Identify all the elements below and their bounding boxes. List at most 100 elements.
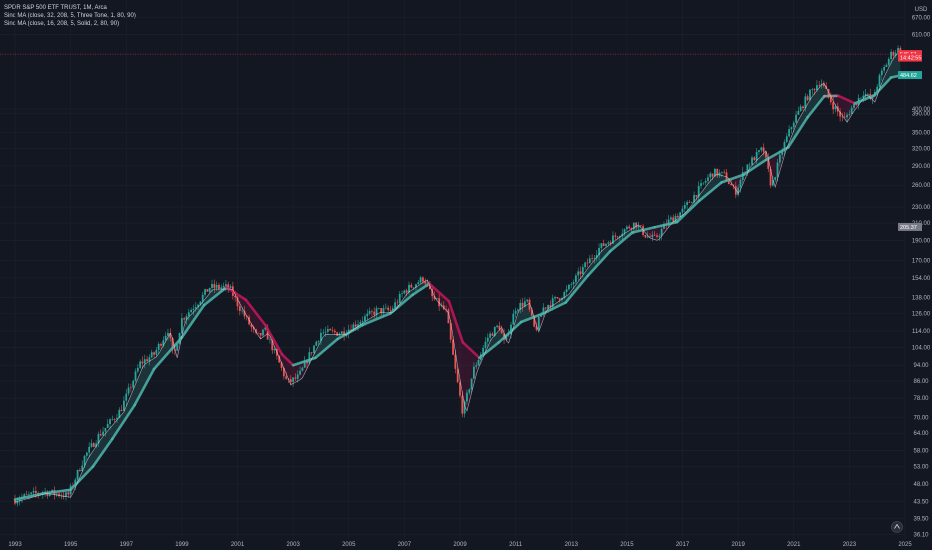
candle-body	[401, 293, 403, 295]
candle-body	[584, 262, 587, 268]
ma-band-segment	[253, 310, 257, 332]
y-tick-label: 230.00	[912, 205, 931, 211]
candle-body	[530, 309, 533, 316]
candle-body	[125, 393, 128, 401]
candle-body	[227, 284, 230, 288]
candle-body	[32, 490, 35, 493]
candle-body	[727, 181, 730, 184]
candle-body	[846, 114, 848, 118]
candle-body	[486, 337, 489, 342]
y-tick-label: 114.00	[912, 329, 931, 335]
candle-body	[148, 357, 151, 362]
candle-body	[204, 289, 206, 295]
candle-body	[797, 110, 800, 115]
candle-body	[785, 136, 788, 143]
candle-body	[593, 257, 596, 259]
candle-body	[579, 271, 582, 275]
candle-body	[637, 225, 640, 228]
x-tick-label: 2009	[453, 542, 467, 548]
candle-body	[674, 215, 677, 222]
candle-body	[832, 102, 835, 110]
x-tick-label: 2021	[787, 542, 801, 548]
x-tick-label: 2023	[843, 542, 857, 548]
candle-body	[306, 361, 308, 364]
candle-body	[811, 89, 814, 90]
ma-band-segment	[140, 367, 143, 395]
ma-slow-segment	[428, 282, 451, 303]
legend-symbol: SPDR S&P 500 ETF TRUST, 1M, Arca	[4, 5, 107, 11]
candle-body	[377, 307, 380, 309]
candle-body	[146, 359, 149, 362]
ma-band-segment	[457, 327, 460, 380]
ma-band-segment	[833, 95, 836, 106]
ma-band-segment	[295, 363, 298, 383]
ma-band-segment	[327, 334, 331, 348]
ma-band-segment	[888, 62, 892, 80]
ma-band-segment	[816, 87, 820, 106]
candle-body	[180, 318, 183, 333]
candle-body	[394, 302, 397, 309]
candle-body	[878, 75, 881, 87]
candle-body	[646, 236, 649, 238]
candle-body	[542, 307, 545, 315]
tradingview-logo[interactable]	[891, 521, 903, 533]
candle-body	[375, 308, 378, 315]
candle-body	[653, 234, 656, 236]
candle-body	[533, 315, 536, 327]
ma-band-segment	[96, 442, 99, 462]
y-tick-label: 58.00	[913, 449, 929, 455]
candle-body	[704, 180, 707, 183]
candle-body	[595, 255, 598, 258]
candle-body	[829, 96, 832, 103]
ma-slow-segment	[853, 94, 876, 105]
candle-body	[762, 147, 765, 152]
x-tick-label: 2001	[231, 542, 245, 548]
candle-body	[788, 129, 791, 137]
candle-body	[632, 222, 635, 230]
x-tick-label: 2011	[509, 542, 523, 548]
candle-body	[867, 93, 869, 95]
candle-body	[127, 387, 130, 394]
ma-band-segment	[133, 384, 136, 408]
candle-body	[197, 304, 199, 307]
y-tick-label: 126.00	[912, 311, 931, 317]
ma-band-segment	[165, 337, 168, 356]
price-tag-ma-value: 484.62	[898, 71, 922, 80]
ma-band-segment	[441, 294, 444, 308]
candle-body	[463, 401, 466, 414]
candle-body	[681, 208, 684, 213]
candle-body	[843, 116, 846, 118]
candle-body	[839, 111, 842, 117]
ma-band-segment	[497, 329, 500, 344]
candle-body	[519, 302, 522, 310]
candle-body	[215, 284, 218, 288]
ma-band-segment	[137, 373, 141, 400]
y-tick-label: 154.00	[912, 276, 931, 282]
candle-body	[774, 177, 777, 180]
candle-body	[880, 70, 883, 76]
candle-body	[568, 284, 570, 290]
candle-body	[639, 225, 642, 227]
candle-body	[88, 446, 91, 453]
x-tick-label: 1997	[120, 542, 134, 548]
ma-band-segment	[807, 99, 810, 118]
candle-body	[361, 321, 364, 323]
candle-body	[470, 378, 473, 390]
candle-body	[855, 103, 858, 105]
candle-body	[303, 361, 306, 368]
candle-body	[123, 400, 125, 411]
candle-body	[136, 367, 139, 372]
candle-body	[649, 236, 651, 238]
candle-body	[781, 151, 784, 155]
candle-body	[134, 371, 137, 381]
price-tag-box	[898, 53, 922, 62]
ma-band-segment	[522, 306, 525, 322]
candle-body	[792, 122, 795, 128]
ma-slow-segment	[586, 249, 612, 277]
candle-body	[83, 455, 86, 466]
candle-body	[806, 96, 809, 100]
candle-body	[577, 271, 580, 276]
legend-indicator-2: Sinc MA (close, 16, 208, 5, Solid, 2, 80…	[4, 21, 120, 27]
candle-body	[616, 236, 619, 238]
